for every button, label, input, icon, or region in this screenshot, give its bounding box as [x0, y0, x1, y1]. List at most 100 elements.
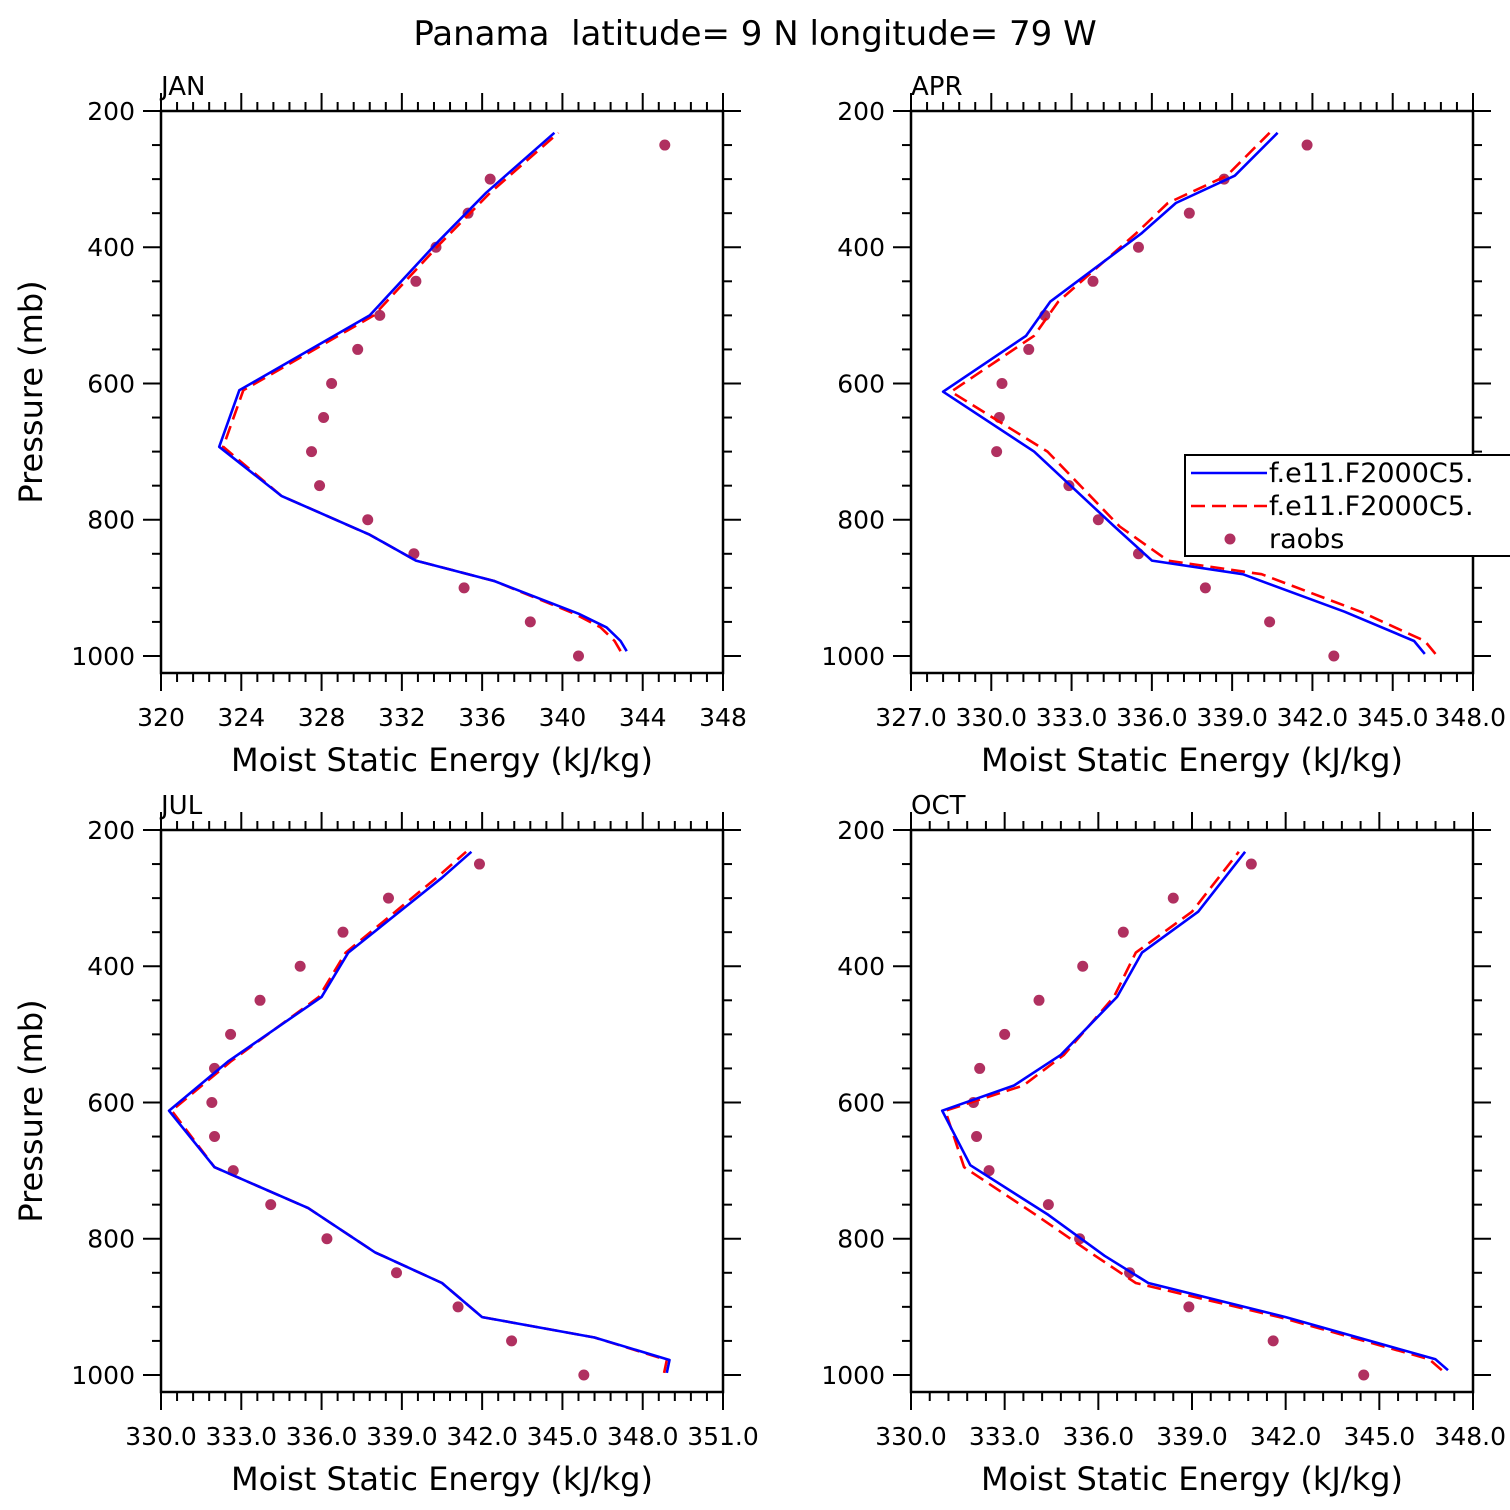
- y-tick-label: 800: [837, 1225, 885, 1254]
- raobs-point: [318, 412, 330, 424]
- y-tick-label: 200: [837, 816, 885, 845]
- x-tick-label: 342.0: [1250, 1422, 1322, 1451]
- x-tick-label: 339.0: [1196, 703, 1268, 732]
- y-tick-label: 600: [837, 369, 885, 398]
- y-tick-label: 600: [837, 1088, 885, 1117]
- raobs-point: [999, 1028, 1011, 1040]
- x-tick-label: 339.0: [1156, 1422, 1228, 1451]
- x-tick-label: 333.0: [1036, 703, 1108, 732]
- y-tick-label: 400: [837, 952, 885, 981]
- raobs-point: [996, 377, 1008, 389]
- raobs-point: [506, 1335, 518, 1347]
- x-tick-label: 336.0: [1116, 703, 1188, 732]
- x-tick-label: 336: [458, 703, 506, 732]
- x-tick-label: 330.0: [875, 1422, 947, 1451]
- raobs-point: [971, 1131, 983, 1143]
- x-tick-label: 333.0: [969, 1422, 1041, 1451]
- y-tick-label: 400: [87, 952, 135, 981]
- raobs-point: [1183, 1301, 1195, 1313]
- x-tick-label: 344: [619, 703, 667, 732]
- y-axis-label: Pressure (mb): [12, 280, 50, 503]
- y-tick-label: 1000: [71, 1361, 135, 1390]
- legend-label: f.e11.F2000C5.: [1269, 458, 1474, 489]
- x-tick-label: 345.0: [527, 1422, 599, 1451]
- x-tick-label: 348.0: [607, 1422, 679, 1451]
- x-tick-label: 345.0: [1357, 703, 1429, 732]
- raobs-point: [314, 480, 326, 492]
- y-tick-label: 800: [87, 506, 135, 535]
- y-tick-label: 800: [837, 506, 885, 535]
- series-line-solid: [940, 850, 1449, 1372]
- y-tick-label: 400: [87, 233, 135, 262]
- x-tick-label: 351.0: [687, 1422, 759, 1451]
- x-axis-label: Moist Static Energy (kJ/kg): [231, 741, 653, 779]
- y-axis-label: Pressure (mb): [12, 999, 50, 1222]
- x-tick-label: 336.0: [1063, 1422, 1135, 1451]
- series-line-solid: [941, 131, 1426, 655]
- x-tick-label: 333.0: [205, 1422, 277, 1451]
- raobs-point: [1358, 1369, 1370, 1381]
- raobs-point: [1301, 139, 1313, 151]
- y-tick-label: 1000: [71, 642, 135, 671]
- raobs-point: [991, 446, 1003, 458]
- raobs-point: [473, 858, 485, 870]
- raobs-point: [1023, 343, 1035, 355]
- raobs-point: [452, 1301, 464, 1313]
- x-tick-label: 348: [699, 703, 747, 732]
- series-line-dashed: [944, 850, 1443, 1372]
- x-tick-label: 348.0: [1434, 1422, 1506, 1451]
- x-tick-label: 339.0: [366, 1422, 438, 1451]
- raobs-point: [337, 926, 349, 938]
- x-tick-label: 340: [539, 703, 587, 732]
- raobs-point: [578, 1369, 590, 1381]
- raobs-point: [1328, 650, 1340, 662]
- panel-title: OCT: [911, 791, 966, 821]
- x-tick-label: 330.0: [125, 1422, 197, 1451]
- x-tick-label: 342.0: [1277, 703, 1349, 732]
- raobs-point: [294, 960, 306, 972]
- y-tick-label: 600: [87, 369, 135, 398]
- legend: f.e11.F2000C5.f.e11.F2000C5.raobs: [1184, 454, 1510, 557]
- raobs-point: [1267, 1335, 1279, 1347]
- raobs-point: [974, 1062, 986, 1074]
- x-tick-label: 348.0: [1434, 703, 1506, 732]
- raobs-point: [1033, 994, 1045, 1006]
- x-axis-label: Moist Static Energy (kJ/kg): [981, 741, 1403, 779]
- x-tick-label: 342.0: [446, 1422, 518, 1451]
- y-tick-label: 800: [87, 1225, 135, 1254]
- figure-title: Panama latitude= 9 N longitude= 79 W: [413, 14, 1096, 54]
- raobs-point: [659, 139, 671, 151]
- raobs-point: [225, 1028, 237, 1040]
- y-tick-label: 600: [87, 1088, 135, 1117]
- panel-apr: APR 200 400 600 800 1000 327.0 330.0 333.0 336.0 3…: [821, 72, 1506, 779]
- series-line-dashed: [221, 131, 622, 652]
- plot-frame: [909, 109, 1475, 675]
- series-line-dashed: [170, 850, 669, 1374]
- y-tick-label: 200: [87, 97, 135, 126]
- x-tick-label: 328: [298, 703, 346, 732]
- series-line-solid: [217, 131, 628, 652]
- series-line-dashed: [949, 131, 1437, 655]
- raobs-point: [1245, 858, 1257, 870]
- y-tick-label: 200: [87, 816, 135, 845]
- panels: JAN 200 400 600 800 1000 320 324 328 332 336 340 344…: [12, 72, 1506, 1498]
- x-tick-label: 330.0: [955, 703, 1027, 732]
- raobs-point: [374, 309, 386, 321]
- raobs-point: [206, 1096, 218, 1108]
- raobs-point: [410, 275, 422, 287]
- raobs-point: [1042, 1199, 1054, 1211]
- raobs-point: [572, 650, 584, 662]
- raobs-point: [1092, 514, 1104, 526]
- raobs-point: [1183, 207, 1195, 219]
- legend-dot-icon: [1224, 533, 1236, 545]
- raobs-point: [382, 892, 394, 904]
- panel-jul: JUL 200 400 600 800 1000 330.0 333.0 336.0 339.0 3…: [12, 791, 759, 1498]
- raobs-point: [1264, 616, 1276, 628]
- y-tick-label: 1000: [821, 1361, 885, 1390]
- raobs-point: [484, 173, 496, 185]
- x-tick-label: 324: [217, 703, 265, 732]
- y-tick-label: 200: [837, 97, 885, 126]
- raobs-point: [209, 1131, 221, 1143]
- y-tick-label: 400: [837, 233, 885, 262]
